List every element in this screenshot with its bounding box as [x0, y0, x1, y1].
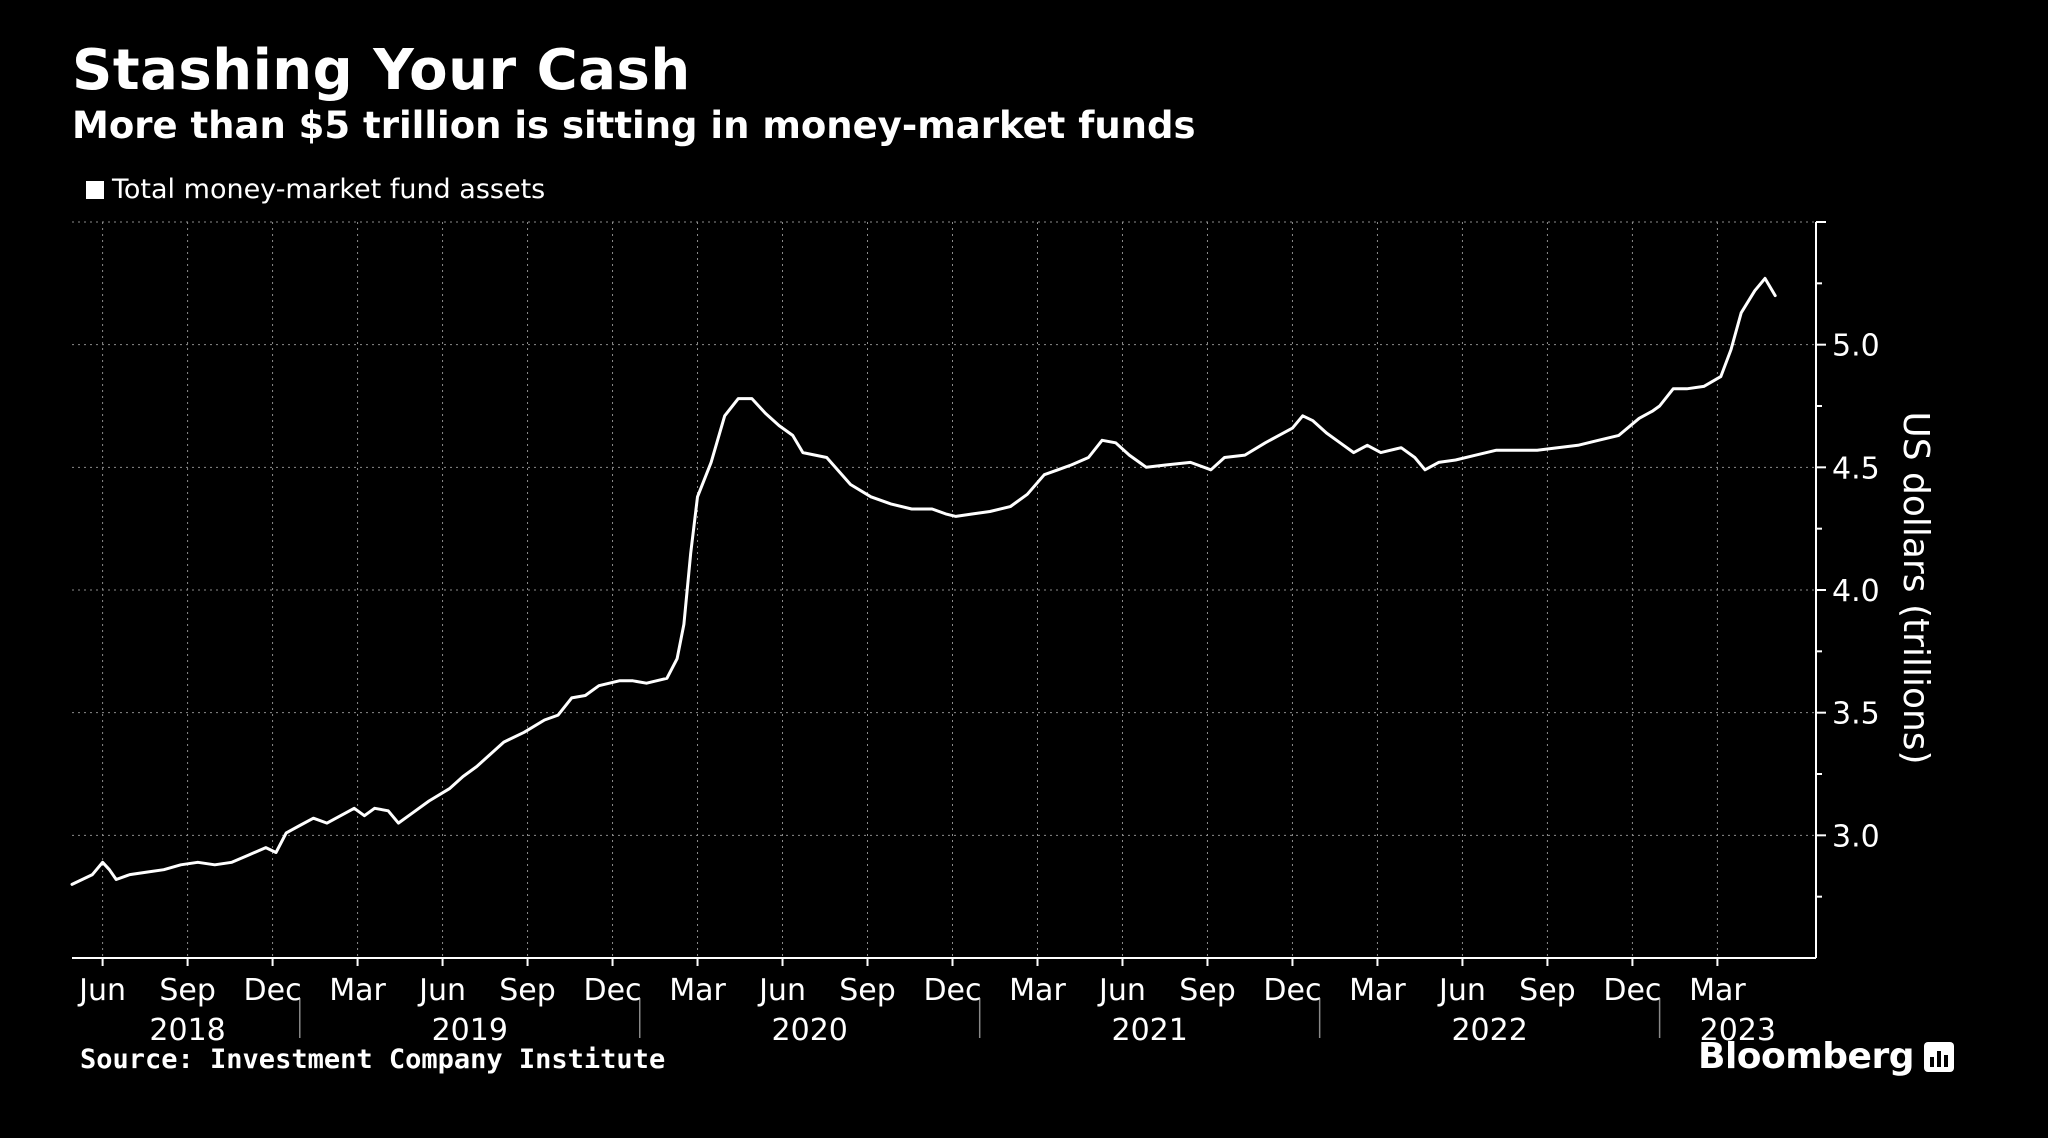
series-line-money-market-assets: [70, 276, 1777, 886]
x-tick-label: Dec: [244, 973, 302, 1008]
brand-logo: Bloomberg: [1698, 1036, 1954, 1077]
series: [70, 276, 1777, 886]
year-label: 2019: [432, 1013, 508, 1048]
chart-title: Stashing Your Cash: [72, 38, 691, 103]
x-tick-label: Mar: [1009, 973, 1066, 1008]
source-note: Source: Investment Company Institute: [80, 1044, 666, 1075]
bloomberg-chart-icon: [1923, 1041, 1954, 1072]
y-axis-title: US dollars (trillions): [1895, 411, 1936, 764]
x-tick-label: Dec: [1603, 973, 1661, 1008]
x-tick-label: Dec: [923, 973, 981, 1008]
x-tick-label: Mar: [669, 973, 726, 1008]
legend: Total money-market fund assets: [86, 174, 545, 205]
x-tick-label: Jun: [757, 973, 806, 1008]
x-axis-labels: Jun Sep Dec Mar Jun Sep Dec Mar Jun Sep Dec Mar Jun S…: [77, 973, 1776, 1048]
x-tick-label: Mar: [1349, 973, 1406, 1008]
x-tick-label: Jun: [1437, 973, 1486, 1008]
y-tick-label: 3.5: [1832, 697, 1880, 732]
x-tick-label: Mar: [329, 973, 386, 1008]
x-tick-label: Sep: [1179, 973, 1236, 1008]
x-tick-label: Sep: [1519, 973, 1576, 1008]
chart-subtitle: More than $5 trillion is sitting in mone…: [72, 104, 1196, 147]
x-tick-label: Sep: [839, 973, 896, 1008]
year-label: 2021: [1111, 1013, 1187, 1048]
legend-label: Total money-market fund assets: [112, 174, 546, 205]
year-label: 2020: [772, 1013, 848, 1048]
year-label: 2018: [149, 1013, 225, 1048]
x-tick-label: Jun: [417, 973, 466, 1008]
y-tick-label: 3.0: [1832, 819, 1880, 854]
x-tick-label: Sep: [159, 973, 216, 1008]
y-axis-labels: 3.0 3.5 4.0 4.5 5.0: [1832, 329, 1880, 855]
x-tick-label: Mar: [1689, 973, 1746, 1008]
y-tick-label: 4.0: [1832, 574, 1880, 609]
x-tick-label: Jun: [77, 973, 126, 1008]
year-label: 2022: [1451, 1013, 1527, 1048]
axes: [72, 221, 1826, 1038]
x-tick-label: Dec: [1263, 973, 1321, 1008]
brand-name: Bloomberg: [1698, 1036, 1914, 1077]
x-tick-label: Dec: [584, 973, 642, 1008]
x-tick-label: Jun: [1097, 973, 1146, 1008]
y-tick-label: 5.0: [1832, 329, 1880, 364]
year-label: 2023: [1700, 1013, 1776, 1048]
grid: [72, 221, 1816, 958]
legend-swatch: [86, 180, 104, 199]
x-tick-label: Sep: [499, 973, 556, 1008]
y-tick-label: 4.5: [1832, 451, 1880, 486]
